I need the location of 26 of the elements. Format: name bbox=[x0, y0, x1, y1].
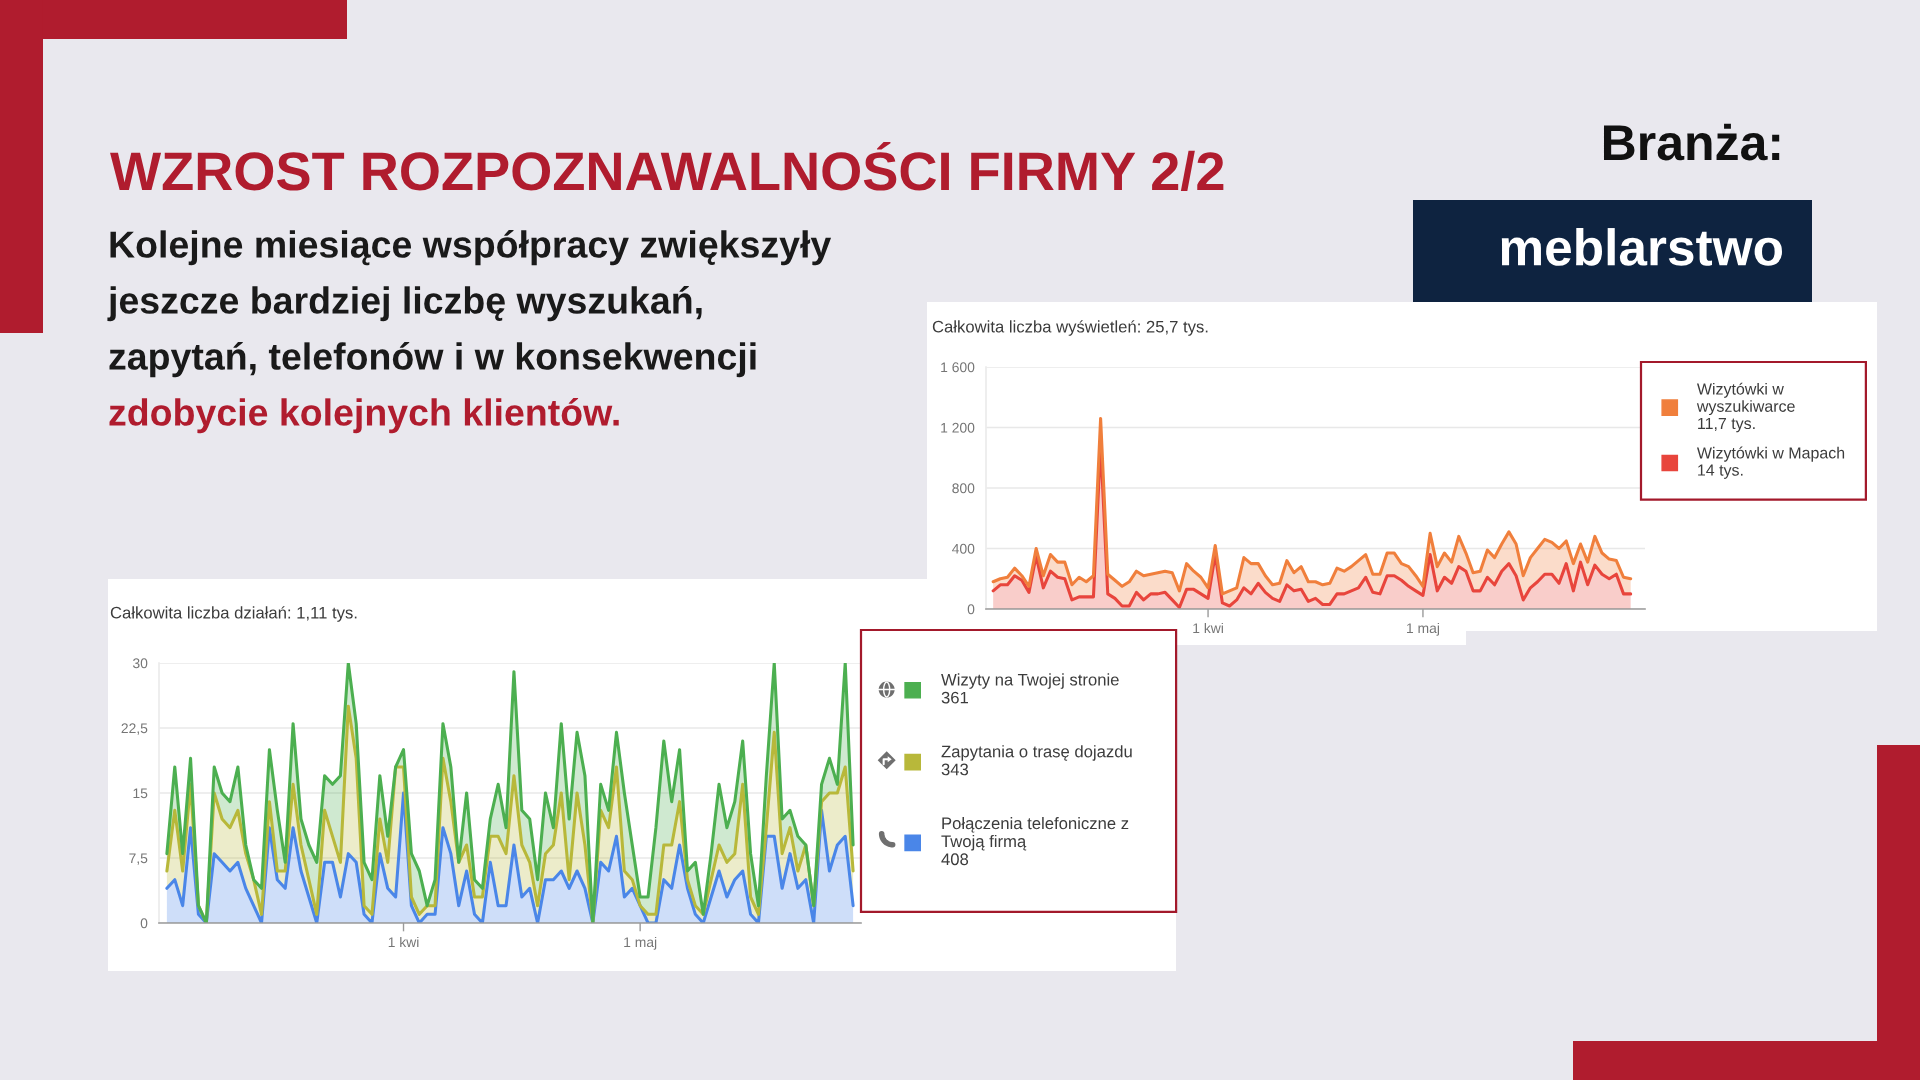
text: Kolejne miesiące współpracy zwiększyły jeszcze bardziej liczbę wyszukań, zapytań, telefonów i w konsekwencji bbox=[107, 230, 832, 378]
text: zdobycie kolejnych klientów. bbox=[109, 398, 619, 434]
text: WZROST ROZPOZNAWALNOŚCI FIRMY 2/2 bbox=[110, 141, 1224, 192]
x-tick-label: 1 maj bbox=[1407, 622, 1439, 636]
x-tick-label: 1 kwi bbox=[1193, 622, 1223, 633]
legend-label: Połączenia telefoniczne z Twoją firmą 408 bbox=[941, 816, 1129, 866]
legend-label: Wizytówki w Mapach 14 tys. bbox=[1696, 446, 1845, 479]
y-tick-label: 0 bbox=[140, 918, 148, 929]
chart-title: Całkowita liczba wyświetleń: 25,7 tys. bbox=[932, 320, 1208, 336]
y-tick-label: 0 bbox=[967, 604, 975, 615]
legend-label: Zapytania o trasę dojazdu 343 bbox=[941, 745, 1132, 776]
y-tick-label: 800 bbox=[952, 483, 975, 494]
legend-label: Wizytówki w wyszukiwarce 11,7 tys. bbox=[1696, 382, 1795, 433]
legend-label: Wizyty na Twojej stronie 361 bbox=[941, 673, 1119, 704]
y-tick-label: 1 600 bbox=[941, 362, 975, 373]
y-tick-label: 7,5 bbox=[129, 853, 148, 865]
y-tick-label: 22,5 bbox=[121, 723, 148, 735]
x-tick-label: 1 maj bbox=[624, 936, 657, 950]
chart-title: Całkowita liczba działań: 1,11 tys. bbox=[110, 606, 357, 622]
y-tick-label: 400 bbox=[952, 543, 975, 554]
text: Branża: bbox=[1603, 123, 1780, 161]
y-tick-label: 15 bbox=[133, 788, 148, 799]
y-tick-label: 1 200 bbox=[941, 422, 975, 433]
x-tick-label: 1 kwi bbox=[388, 936, 419, 947]
y-tick-label: 30 bbox=[132, 658, 148, 669]
text: meblarstwo bbox=[1501, 228, 1782, 266]
